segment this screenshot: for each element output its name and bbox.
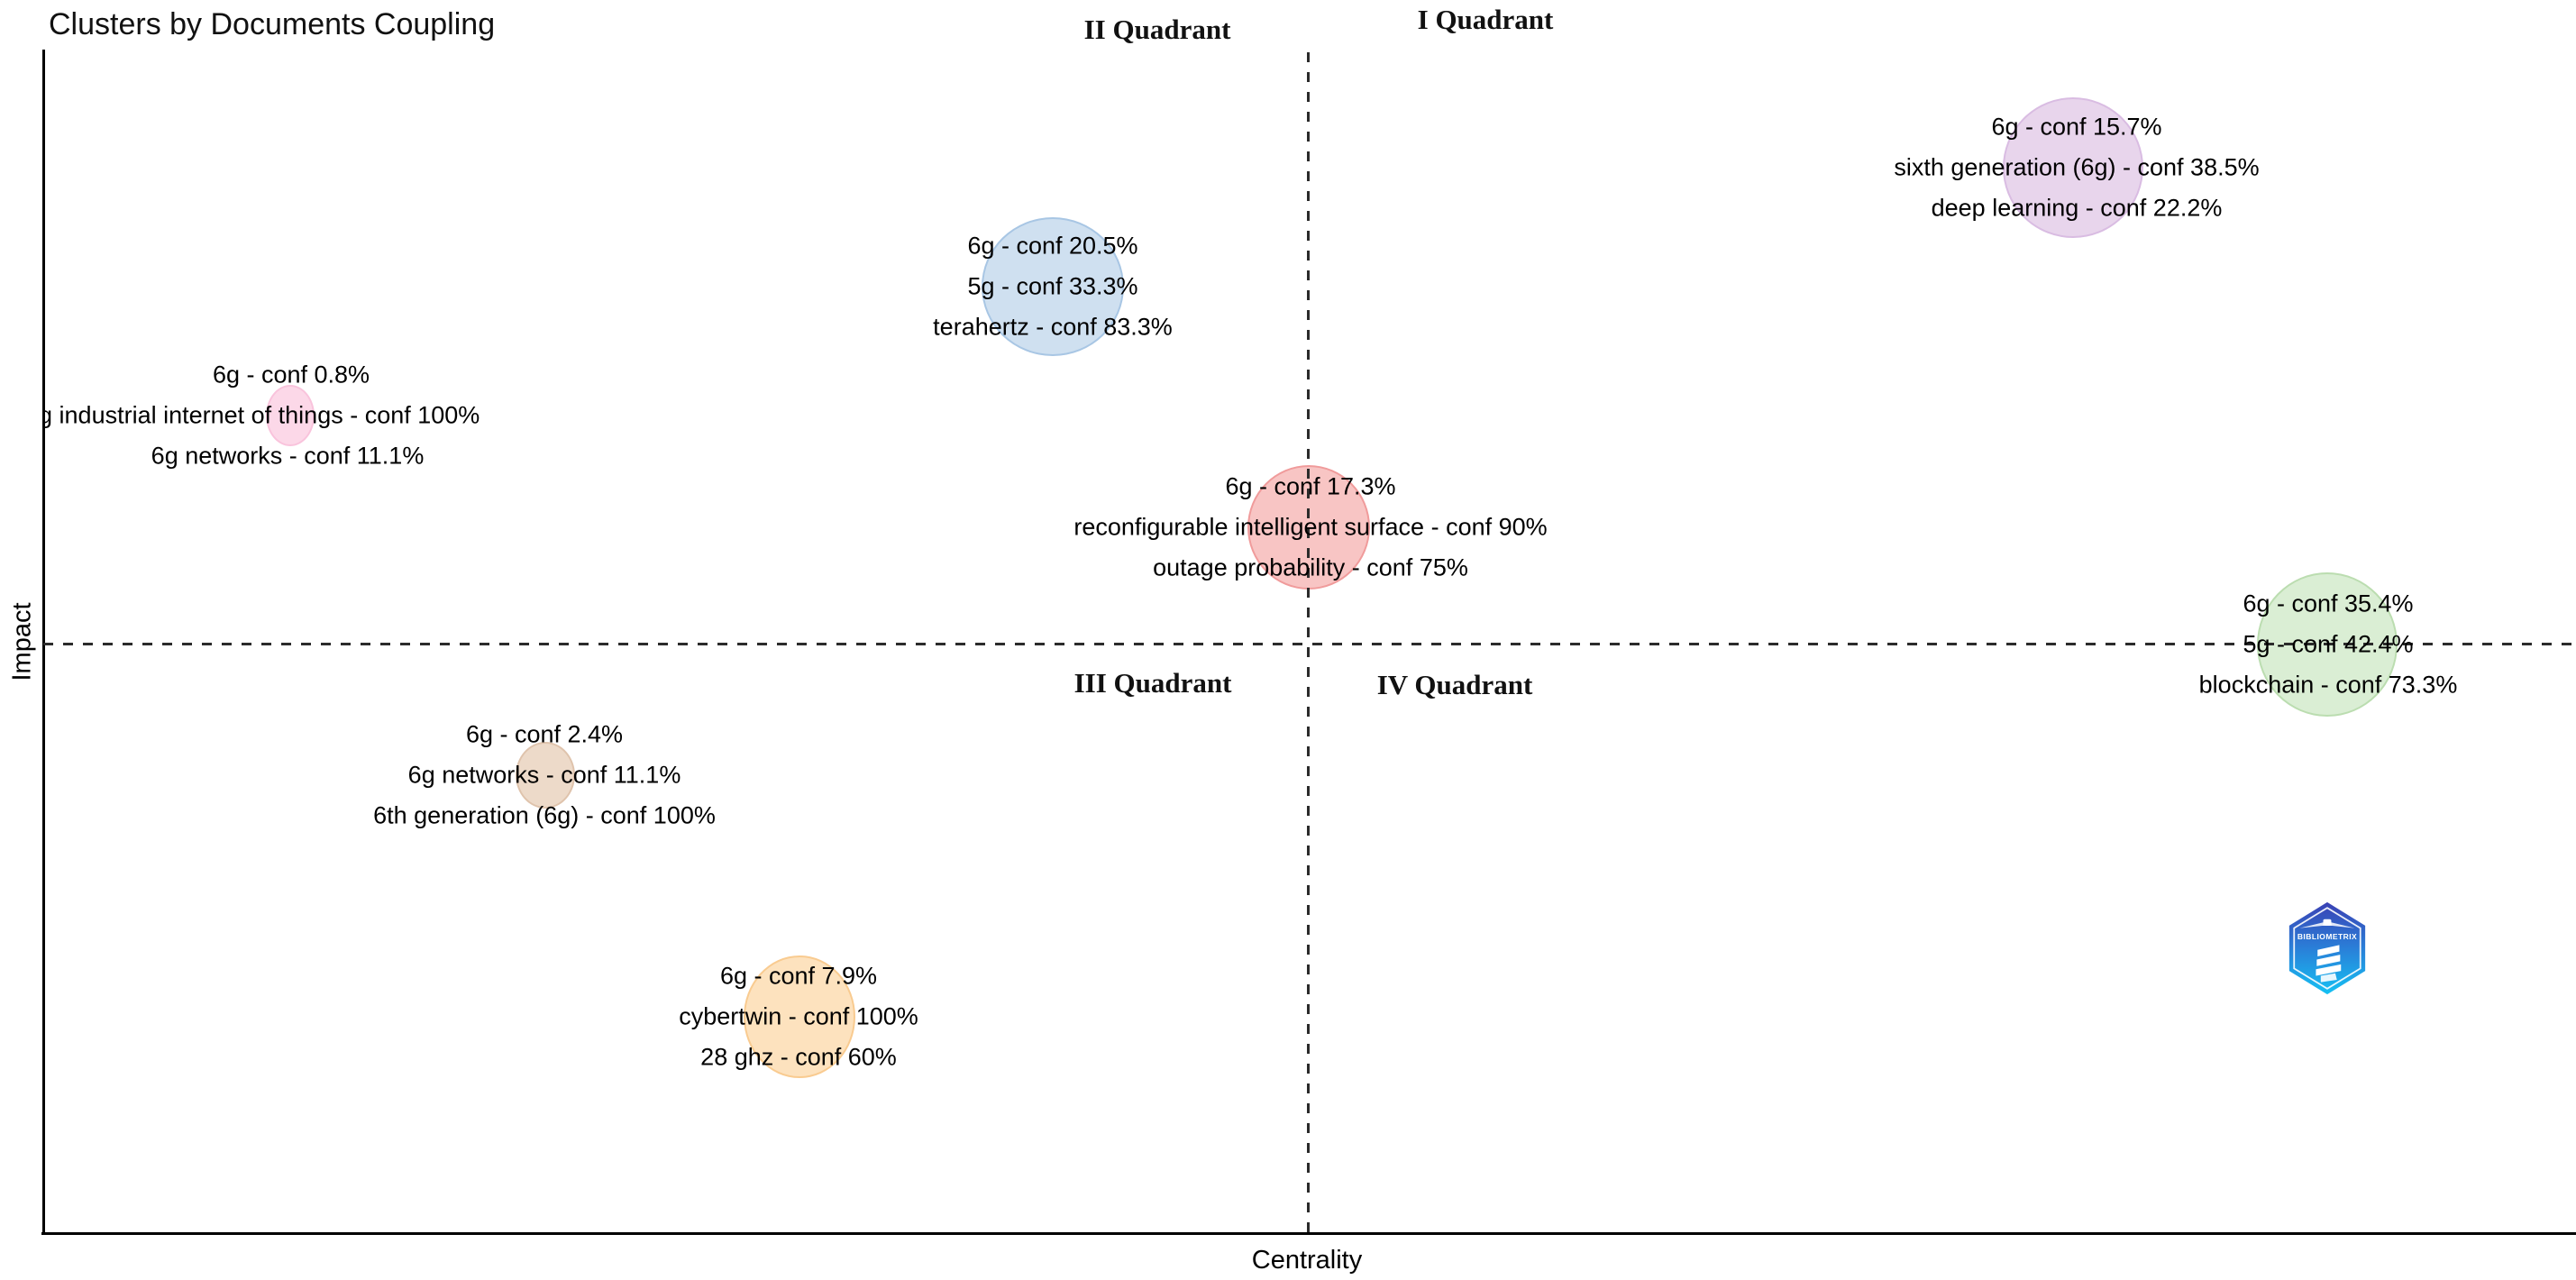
cluster-label: 6g industrial internet of things - conf …	[43, 401, 480, 429]
cluster-label: 6g - conf 7.9%	[719, 962, 878, 990]
x-axis-label: Centrality	[1251, 1246, 1363, 1275]
y-axis-line	[42, 50, 45, 1234]
cluster-label: 5g - conf 42.4%	[2243, 630, 2414, 658]
cluster-label: 6th generation (6g) - conf 100%	[373, 801, 716, 829]
cluster-label: 6g - conf 2.4%	[465, 720, 624, 748]
cluster-label: 28 ghz - conf 60%	[700, 1043, 897, 1071]
y-axis-label: Impact	[7, 602, 37, 681]
cluster-label: 6g networks - conf 11.1%	[407, 761, 681, 789]
x-axis-line	[41, 1232, 2576, 1235]
cluster-label: 6g - conf 15.7%	[1991, 113, 2162, 141]
cluster-label: 6g - conf 35.4%	[2243, 590, 2414, 617]
cluster-label: 5g - conf 33.3%	[967, 272, 1138, 300]
cluster-label: outage probability - conf 75%	[1153, 553, 1468, 581]
bibliometrix-logo: BIBLIOMETRIX	[2287, 901, 2368, 995]
cluster-label: 6g - conf 0.8%	[212, 361, 370, 389]
chart-title: Clusters by Documents Coupling	[49, 7, 496, 41]
cluster-label: blockchain - conf 73.3%	[2198, 671, 2458, 699]
cluster-label: 6g networks - conf 11.1%	[151, 442, 425, 470]
plot-area: I Quadrant II Quadrant III Quadrant IV Q…	[43, 0, 2576, 1280]
quadrant-label-2: II Quadrant	[1083, 14, 1231, 45]
cluster-label: deep learning - conf 22.2%	[1931, 194, 2223, 222]
cluster-label: reconfigurable intelligent surface - con…	[1073, 513, 1548, 541]
cluster-bubble[interactable]	[982, 217, 1124, 356]
quadrant-label-1: I Quadrant	[1417, 4, 1554, 35]
cluster-bubble[interactable]	[2003, 97, 2143, 238]
horizontal-divider-dashed-line	[43, 643, 2576, 645]
cluster-label: terahertz - conf 83.3%	[933, 313, 1173, 341]
quadrant-label-3: III Quadrant	[1073, 667, 1232, 699]
cluster-label: 6g - conf 20.5%	[967, 232, 1138, 260]
cluster-label: sixth generation (6g) - conf 38.5%	[1894, 153, 2260, 181]
cluster-bubble[interactable]	[744, 955, 855, 1078]
cluster-label: 6g - conf 17.3%	[1225, 472, 1396, 500]
cluster-bubble[interactable]	[516, 742, 575, 809]
cluster-bubble[interactable]	[266, 385, 315, 446]
logo-stripe	[2317, 945, 2340, 956]
cluster-label: cybertwin - conf 100%	[679, 1002, 918, 1030]
logo-text: BIBLIOMETRIX	[2297, 932, 2357, 941]
quadrant-label-4: IV Quadrant	[1376, 669, 1533, 700]
